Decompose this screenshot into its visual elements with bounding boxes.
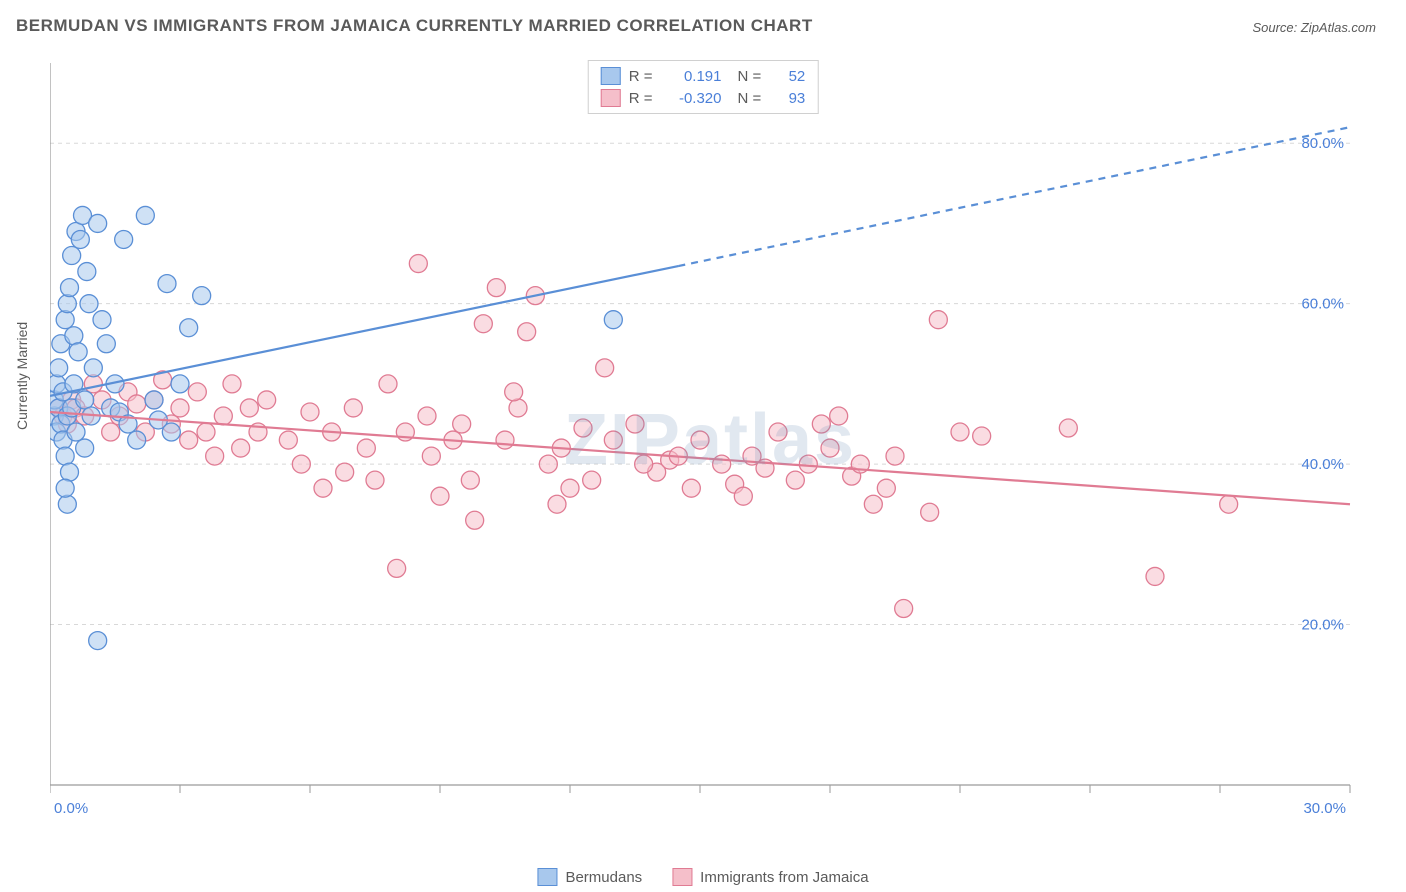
svg-text:80.0%: 80.0% bbox=[1301, 135, 1344, 152]
y-axis-label: Currently Married bbox=[14, 322, 30, 430]
series-legend: Bermudans Immigrants from Jamaica bbox=[537, 868, 868, 886]
r-value-0: 0.191 bbox=[667, 68, 722, 85]
r-value-1: -0.320 bbox=[667, 90, 722, 107]
swatch-series-1-b bbox=[672, 868, 692, 886]
plot-wrapper: ZIPatlas 20.0%40.0%60.0%80.0%0.0%30.0% bbox=[50, 55, 1370, 825]
source-prefix: Source: bbox=[1252, 20, 1300, 35]
n-value-1: 93 bbox=[775, 90, 805, 107]
scatter-plot: 20.0% 40.0% 60.0% 80.0% 0.0% 30.0% bbox=[50, 55, 1370, 825]
swatch-series-0-b bbox=[537, 868, 557, 886]
n-label: N = bbox=[738, 90, 762, 107]
n-label: N = bbox=[738, 68, 762, 85]
svg-text:20.0%: 20.0% bbox=[1301, 617, 1344, 634]
svg-text:40.0%: 40.0% bbox=[1301, 456, 1344, 473]
svg-text:0.0%: 0.0% bbox=[54, 800, 88, 817]
source-name: ZipAtlas.com bbox=[1301, 20, 1376, 35]
series-0-name: Bermudans bbox=[565, 869, 642, 886]
n-value-0: 52 bbox=[775, 68, 805, 85]
chart-source: Source: ZipAtlas.com bbox=[1252, 20, 1376, 35]
svg-text:30.0%: 30.0% bbox=[1303, 800, 1346, 817]
legend-row-series-1: R = -0.320 N = 93 bbox=[601, 87, 806, 109]
legend-item-1: Immigrants from Jamaica bbox=[672, 868, 868, 886]
swatch-series-0 bbox=[601, 67, 621, 85]
swatch-series-1 bbox=[601, 89, 621, 107]
legend-row-series-0: R = 0.191 N = 52 bbox=[601, 65, 806, 87]
r-label: R = bbox=[629, 68, 653, 85]
svg-text:60.0%: 60.0% bbox=[1301, 296, 1344, 313]
series-1-name: Immigrants from Jamaica bbox=[700, 869, 868, 886]
correlation-legend: R = 0.191 N = 52 R = -0.320 N = 93 bbox=[588, 60, 819, 114]
r-label: R = bbox=[629, 90, 653, 107]
chart-title: BERMUDAN VS IMMIGRANTS FROM JAMAICA CURR… bbox=[16, 16, 813, 36]
legend-item-0: Bermudans bbox=[537, 868, 642, 886]
